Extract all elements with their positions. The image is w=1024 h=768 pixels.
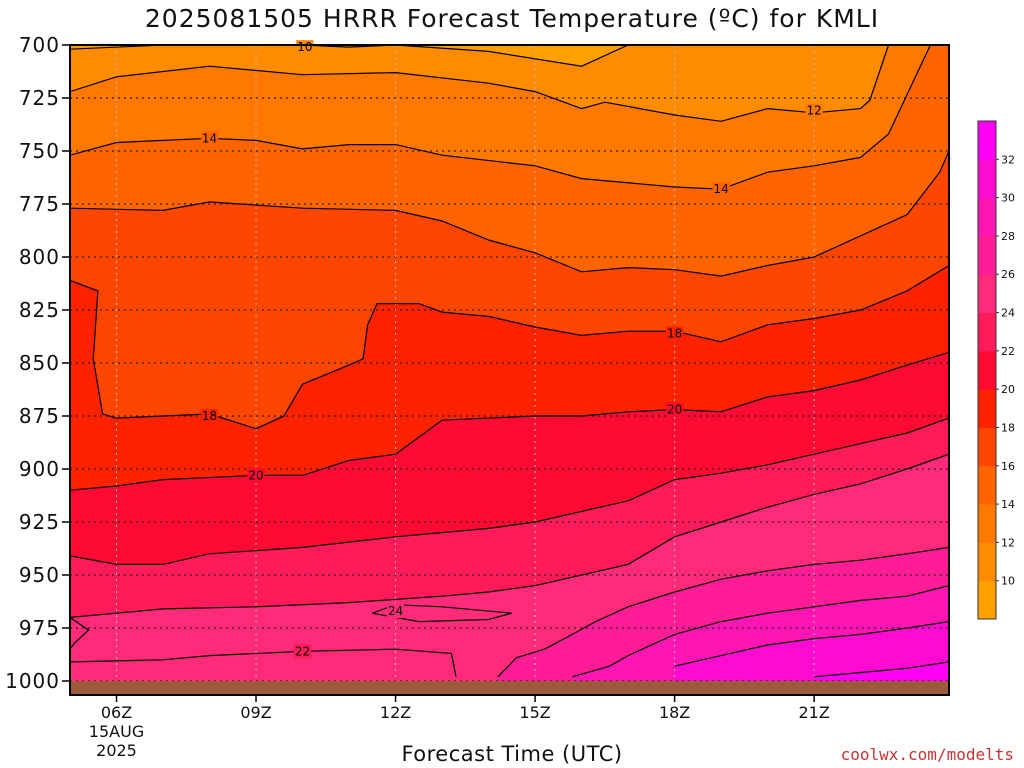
ground-fill — [70, 681, 949, 695]
contour-label-bg — [296, 40, 314, 55]
colorbar-swatch — [978, 389, 996, 428]
contour-label-bg — [293, 644, 312, 659]
contour-label: 18 — [667, 326, 682, 340]
contour-label: 24 — [388, 604, 403, 618]
colorbar-swatch — [978, 465, 996, 505]
colorbar-swatch — [978, 542, 996, 582]
y-tick-label: 925 — [19, 510, 60, 534]
x-date-label: 15AUG — [89, 722, 144, 741]
x-tick-label: 15Z — [519, 703, 550, 722]
contour-label-bg — [665, 402, 684, 417]
x-year-label: 2025 — [96, 741, 137, 760]
contour-22 — [70, 417, 949, 565]
contour-label: 14 — [713, 182, 728, 196]
y-tick-label: 700 — [19, 33, 60, 57]
band-fill-24 — [372, 604, 512, 622]
x-tick-label: 21Z — [798, 703, 829, 722]
contour-label-bg — [805, 103, 823, 118]
site-credit[interactable]: coolwx.com/modelts — [840, 745, 1014, 764]
contour-24 — [70, 453, 949, 618]
colorbar-tick-label: 32 — [1001, 153, 1015, 166]
contour-label: 12 — [806, 104, 821, 118]
colorbar-swatch — [978, 121, 996, 160]
contour-24 — [70, 616, 90, 650]
contour-28 — [572, 585, 949, 678]
y-tick-label: 975 — [19, 616, 60, 640]
plot-frame — [69, 44, 950, 696]
contour-lines — [70, 45, 949, 678]
contour-label-bg — [712, 182, 730, 197]
colorbar-swatch — [978, 197, 996, 237]
colorbar-tick-label: 26 — [1001, 268, 1015, 281]
y-tick-label: 775 — [19, 192, 60, 216]
colorbar-swatch — [978, 580, 996, 620]
contour-30 — [674, 621, 949, 667]
colorbar-tick-label: 24 — [1001, 307, 1015, 320]
contour-label: 10 — [297, 40, 312, 54]
contour-18 — [70, 264, 949, 430]
colorbar-swatch — [978, 504, 996, 543]
contour-10 — [70, 45, 629, 67]
x-tick-label: 18Z — [659, 703, 690, 722]
y-tick-label: 950 — [19, 563, 60, 587]
y-tick-label: 1000 — [5, 669, 60, 693]
colorbar: 10 12 14 16 18 20 22 24 26 28 30 32 — [977, 120, 1015, 620]
colorbar-swatch — [978, 159, 996, 199]
colorbar-swatch — [978, 427, 996, 467]
y-tick-label: 750 — [19, 139, 60, 163]
colorbar-swatch — [978, 274, 996, 314]
y-tick-label: 900 — [19, 457, 60, 481]
colorbar-tick-label: 28 — [1001, 230, 1015, 243]
contour-14 — [70, 45, 931, 190]
contour-labels: 10 12 14 14 18 18 20 20 24 22 — [200, 40, 823, 659]
contour-26 — [497, 546, 949, 678]
colorbar-tick-label: 22 — [1001, 345, 1015, 358]
colorbar-frame — [977, 120, 997, 620]
contour-label-bg — [200, 409, 219, 423]
y-tick-label: 725 — [19, 86, 60, 110]
x-tick-label: 06Z — [101, 703, 132, 722]
colorbar-tick-label: 12 — [1001, 536, 1015, 549]
colorbar-tick-label: 30 — [1001, 192, 1015, 205]
y-axis: 700 725 750 775 800 825 850 875 900 925 950 975 1000 — [5, 33, 70, 693]
contour-label: 22 — [295, 644, 310, 658]
colorbar-tick-label: 16 — [1001, 460, 1015, 473]
chart-title: 2025081505 HRRR Forecast Temperature (ºC… — [144, 4, 880, 33]
y-tick-label: 875 — [19, 404, 60, 428]
colorbar-tick-label: 10 — [1001, 575, 1015, 588]
contour-label: 20 — [667, 403, 682, 417]
contour-16 — [70, 150, 949, 277]
colorbar-swatch — [978, 235, 996, 275]
contour-label-bg — [665, 326, 684, 341]
ground-layer — [70, 681, 949, 695]
y-tick-label: 850 — [19, 351, 60, 375]
contour-12 — [70, 45, 890, 122]
contour-label: 18 — [202, 409, 217, 423]
x-tick-label: 09Z — [240, 703, 271, 722]
contour-label: 20 — [248, 468, 263, 482]
contour-label-bg — [200, 131, 219, 146]
contour-label-bg — [247, 468, 265, 483]
contour-32 — [814, 661, 949, 678]
colorbar-tick-label: 20 — [1001, 383, 1015, 396]
x-axis-title: Forecast Time (UTC) — [401, 742, 623, 766]
contour-label: 14 — [202, 131, 217, 145]
colorbar-tick-label: 14 — [1001, 498, 1015, 511]
y-tick-label: 825 — [19, 298, 60, 322]
colorbar-tick-label: 18 — [1001, 421, 1015, 434]
colorbar-swatch — [978, 350, 996, 390]
temperature-bands — [70, 45, 949, 695]
x-tick-label: 12Z — [380, 703, 411, 722]
y-tick-label: 800 — [19, 245, 60, 269]
colorbar-swatch — [978, 312, 996, 352]
contour-label-bg — [386, 604, 405, 619]
contour-20 — [70, 351, 949, 491]
